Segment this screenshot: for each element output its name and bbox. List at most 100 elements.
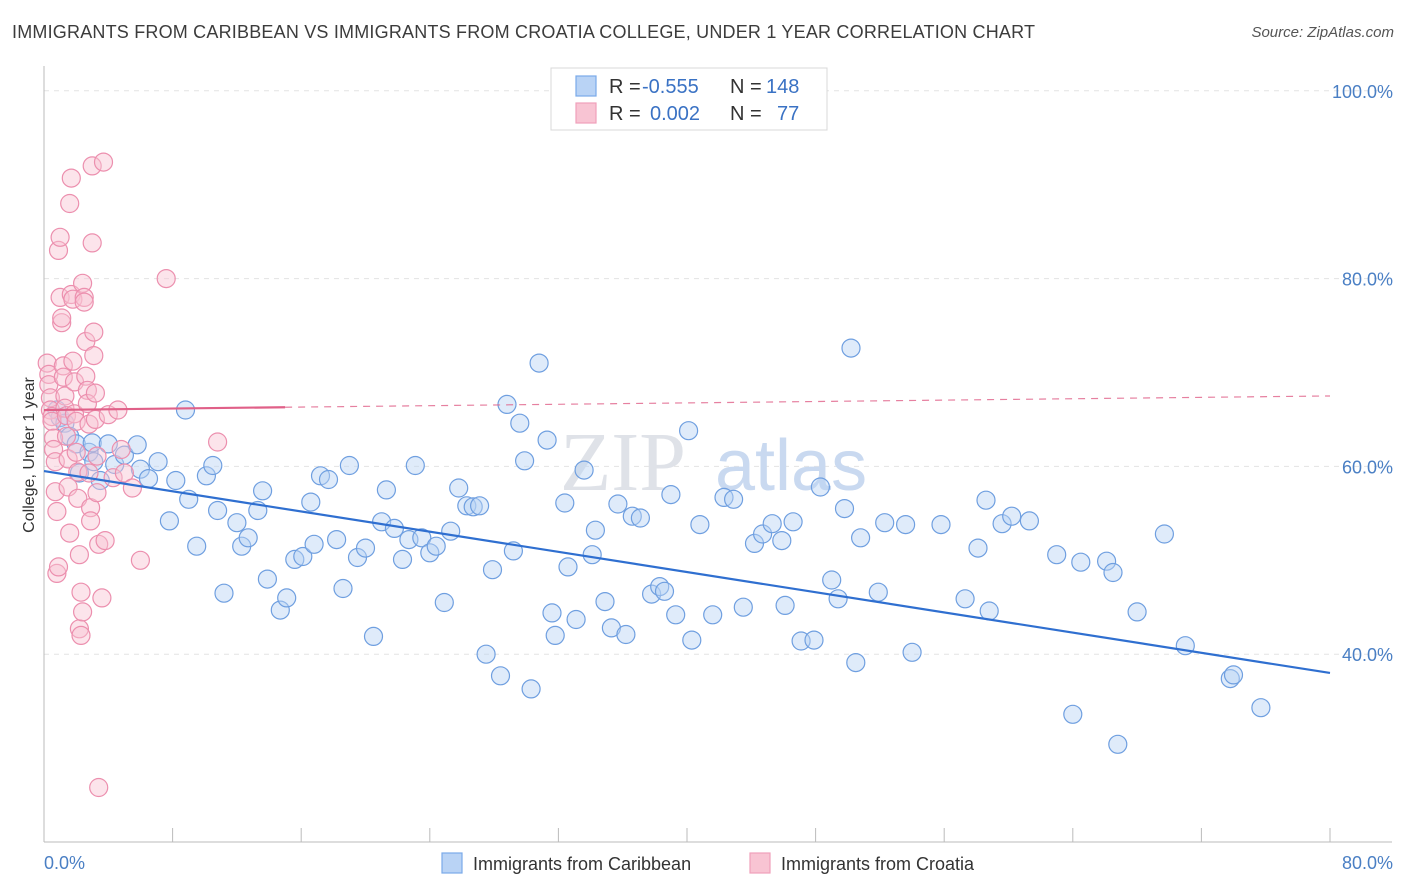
caribbean-point-72 (545, 625, 565, 646)
caribbean-point-8 (84, 452, 104, 472)
caribbean-point-114 (895, 514, 916, 535)
croatia-point-57 (84, 322, 104, 342)
caribbean-point-21 (187, 536, 207, 556)
caribbean-point-13 (127, 435, 147, 455)
bottom-legend: Immigrants from Caribbean Immigrants fro… (441, 852, 975, 874)
caribbean-point-15 (138, 469, 159, 489)
croatia-point-55 (82, 156, 102, 176)
caribbean-point-106 (822, 570, 842, 590)
x-tick-labels: 0.0% 80.0% (44, 853, 1393, 873)
croatia-point-28 (60, 193, 80, 214)
caribbean-point-93 (703, 605, 723, 625)
bottom-legend-label-croatia: Immigrants from Croatia (781, 854, 975, 874)
croatia-point-42 (71, 582, 91, 602)
caribbean-point-75 (566, 609, 586, 630)
caribbean-point-129 (1108, 734, 1128, 754)
caribbean-point-91 (682, 630, 702, 650)
caribbean-point-44 (355, 538, 376, 558)
caribbean-point-126 (1071, 552, 1091, 572)
croatia-point-22 (55, 398, 75, 418)
caribbean-point-92 (690, 514, 710, 535)
caribbean-point-22 (196, 466, 216, 486)
watermark-zip: ZIP (560, 416, 686, 509)
caribbean-point-59 (463, 497, 483, 517)
caribbean-point-18 (166, 470, 186, 491)
croatia-point-24 (56, 426, 77, 446)
croatia-point-76 (208, 432, 228, 452)
series-croatia (37, 152, 228, 798)
y-tick-label-1: 60.0% (1342, 457, 1393, 477)
trend-line-croatia-dashed (285, 395, 1331, 408)
caribbean-point-131 (1154, 524, 1175, 544)
croatia-point-59 (85, 383, 106, 403)
croatia-point-20 (53, 367, 73, 387)
caribbean-point-96 (733, 597, 753, 617)
croatia-point-12 (47, 563, 67, 584)
caribbean-point-125 (1063, 704, 1083, 724)
caribbean-point-117 (955, 589, 975, 609)
caribbean-point-76 (574, 460, 594, 480)
chart-title: IMMIGRANTS FROM CARIBBEAN VS IMMIGRANTS … (12, 22, 1036, 42)
croatia-point-65 (92, 588, 112, 608)
caribbean-point-32 (270, 600, 290, 620)
croatia-point-41 (71, 625, 91, 646)
croatia-point-11 (47, 501, 67, 522)
caribbean-point-60 (470, 496, 490, 516)
legend-n-label-1: N = (730, 76, 762, 98)
caribbean-point-79 (595, 591, 615, 612)
croatia-point-61 (87, 446, 107, 466)
y-tick-labels: 40.0% 60.0% 80.0% 100.0% (1332, 82, 1393, 665)
croatia-point-27 (60, 523, 80, 543)
x-tick-label-1: 80.0% (1342, 853, 1393, 873)
trend-line-caribbean (43, 469, 1331, 675)
caribbean-point-63 (490, 666, 511, 686)
caribbean-point-17 (159, 511, 179, 531)
croatia-point-16 (50, 227, 70, 247)
y-tick-label-3: 100.0% (1332, 82, 1393, 102)
caribbean-point-28 (238, 528, 258, 548)
caribbean-point-26 (227, 513, 247, 533)
caribbean-point-70 (537, 430, 557, 450)
croatia-point-75 (156, 269, 176, 289)
legend-r-label-2: R = (609, 103, 641, 125)
caribbean-point-73 (555, 493, 575, 513)
legend-r-label-1: R = (609, 76, 641, 98)
caribbean-point-62 (482, 560, 503, 580)
caribbean-point-56 (441, 521, 461, 541)
croatia-point-64 (89, 777, 109, 798)
croatia-point-46 (74, 292, 94, 312)
caribbean-point-127 (1096, 551, 1117, 571)
legend-swatch-croatia (575, 102, 597, 124)
legend-n-value-2: 77 (777, 103, 799, 125)
caribbean-point-100 (772, 530, 792, 551)
caribbean-point-121 (992, 514, 1012, 534)
bottom-legend-label-caribbean: Immigrants from Caribbean (473, 854, 691, 874)
caribbean-point-47 (376, 480, 396, 500)
caribbean-point-16 (148, 452, 168, 472)
croatia-point-23 (56, 406, 77, 426)
caribbean-point-90 (678, 421, 699, 441)
caribbean-point-41 (333, 578, 353, 599)
legend: R = -0.555 N = 148 R = 0.002 N = 77 (550, 67, 828, 131)
croatia-point-66 (93, 152, 114, 172)
caribbean-point-31 (257, 569, 277, 589)
caribbean-point-107 (828, 589, 848, 609)
caribbean-point-68 (521, 679, 541, 699)
croatia-point-17 (52, 313, 72, 333)
caribbean-point-78 (585, 520, 606, 540)
caribbean-point-120 (979, 601, 999, 621)
axes (43, 66, 1392, 843)
caribbean-point-134 (1223, 665, 1244, 685)
caribbean-point-130 (1127, 602, 1147, 622)
croatia-point-32 (63, 351, 83, 371)
caribbean-point-66 (510, 413, 530, 433)
caribbean-point-118 (968, 538, 988, 558)
series-caribbean (47, 338, 1271, 754)
caribbean-point-25 (214, 583, 234, 603)
caribbean-point-49 (392, 549, 413, 570)
legend-r-value-1: -0.555 (642, 76, 699, 98)
caribbean-point-88 (661, 485, 681, 505)
caribbean-point-24 (208, 500, 228, 521)
caribbean-point-54 (426, 536, 446, 556)
